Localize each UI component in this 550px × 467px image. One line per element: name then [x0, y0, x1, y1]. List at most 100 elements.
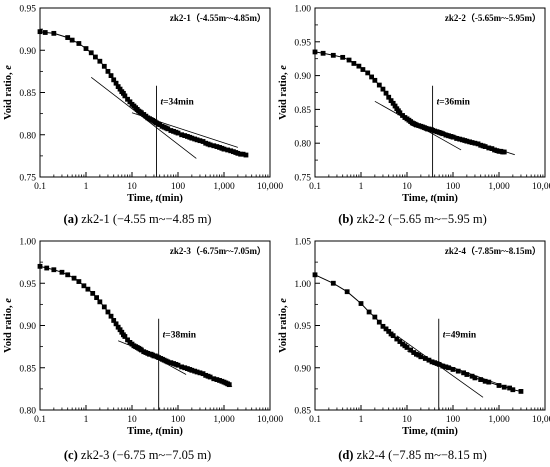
- data-point: [42, 30, 48, 35]
- data-point: [429, 359, 435, 365]
- data-point: [197, 138, 203, 144]
- data-point: [182, 133, 188, 138]
- x-tick-label: 10: [127, 415, 137, 425]
- x-axis-label: Time, t(min): [127, 426, 183, 437]
- x-tick-label: 10: [127, 182, 137, 192]
- caption-d-letter: (d): [338, 448, 354, 462]
- data-point: [92, 54, 98, 60]
- caption-a: (a) zk2-1 (−4.55 m~−4.85 m): [0, 212, 275, 227]
- data-point: [392, 103, 398, 109]
- data-point: [344, 289, 350, 295]
- y-axis-label: Void ratio, e: [278, 298, 289, 353]
- chart-d-svg: 0.1 1 10 100 1,000 10,000 0.85 0.90 0.95 1.00 1.05…: [278, 238, 550, 438]
- chart-panel-b: 0.1 1 10 100 1,000 10,000 0.75 0.80 0.85 0.90 0.95…: [275, 0, 550, 233]
- data-point: [108, 73, 114, 78]
- data-point: [510, 387, 516, 393]
- data-point: [175, 362, 181, 368]
- y-tick-label: 1.05: [294, 238, 311, 248]
- data-point: [446, 365, 451, 371]
- chart-panel-c: 0.1 1 10 100 1,000 10,000 0.80 0.85 0.90 0.95 1.00…: [0, 233, 283, 466]
- data-point: [482, 144, 488, 149]
- data-point: [76, 41, 82, 46]
- data-point: [127, 99, 133, 105]
- data-point: [81, 283, 87, 289]
- x-tick-label: 10,000: [257, 182, 283, 192]
- data-point: [340, 54, 346, 60]
- data-point: [37, 29, 43, 35]
- x-tick-label: 10: [402, 415, 412, 425]
- plot-frame-b: [314, 7, 546, 178]
- data-point: [165, 126, 171, 132]
- data-point: [383, 326, 389, 332]
- chart-a-svg: 0.1 1 10 100 1,000 10,000 0.75 0.80 0.85 0.90 0.95…: [3, 5, 283, 205]
- chart-title: zk2-3（-6.75m~-7.05m）: [170, 246, 266, 256]
- data-point: [365, 70, 371, 76]
- y-tick-label: 0.85: [19, 364, 36, 374]
- data-point: [411, 350, 417, 355]
- y-tick-label: 0.85: [19, 89, 36, 99]
- data-point: [207, 142, 213, 148]
- x-tick-label: 100: [446, 415, 461, 425]
- caption-c-letter: (c): [63, 448, 78, 462]
- x-tick-label: 1,000: [213, 182, 235, 192]
- y-tick-label: 0.90: [294, 364, 311, 374]
- y-tick-label: 0.85: [294, 407, 311, 417]
- data-point: [469, 140, 475, 145]
- data-point: [108, 313, 114, 319]
- time-annotation: t=38min: [163, 330, 197, 340]
- data-point: [44, 265, 50, 271]
- chart-c-svg: 0.1 1 10 100 1,000 10,000 0.80 0.85 0.90 0.95 1.00…: [3, 238, 283, 438]
- data-point: [422, 356, 428, 361]
- data-point: [51, 267, 57, 273]
- y-tick-label: 0.75: [294, 174, 311, 184]
- chart-panel-a: 0.1 1 10 100 1,000 10,000 0.75 0.80 0.85 0.90 0.95…: [0, 0, 283, 233]
- data-point: [122, 334, 128, 339]
- caption-a-letter: (a): [63, 212, 79, 226]
- x-tick-label: 1: [84, 182, 89, 192]
- data-point: [214, 144, 220, 149]
- data-point: [194, 369, 200, 375]
- data-point: [115, 324, 121, 330]
- data-point: [486, 379, 492, 385]
- data-point: [408, 347, 414, 353]
- chart-panel-d: 0.1 1 10 100 1,000 10,000 0.85 0.90 0.95 1.00 1.05…: [275, 233, 550, 466]
- y-tick-label: 0.80: [19, 407, 36, 417]
- data-point: [360, 67, 366, 72]
- data-point: [168, 128, 174, 133]
- data-point: [94, 295, 100, 301]
- y-tick-label: 0.95: [294, 322, 311, 332]
- data-point: [65, 272, 71, 278]
- data-point: [386, 329, 392, 334]
- data-point: [320, 50, 326, 56]
- data-point: [97, 299, 103, 305]
- data-point: [238, 151, 244, 157]
- data-point: [346, 57, 352, 63]
- data-point: [501, 384, 507, 390]
- caption-a-text: zk2-1 (−4.55 m~−4.85 m): [78, 212, 212, 226]
- data-point: [386, 94, 392, 100]
- data-point: [475, 141, 481, 147]
- y-tick-label: 0.90: [294, 72, 311, 82]
- data-point: [207, 374, 213, 380]
- time-annotation: t=36min: [437, 97, 471, 107]
- data-point: [518, 389, 524, 394]
- data-point: [228, 148, 234, 154]
- data-point: [120, 90, 126, 96]
- x-tick-label: 10,000: [532, 182, 550, 192]
- data-point: [189, 367, 195, 373]
- series-line: [39, 265, 230, 386]
- x-tick-label: 1: [359, 182, 364, 192]
- data-point: [388, 98, 394, 104]
- data-point: [235, 150, 241, 156]
- data-point: [65, 35, 71, 40]
- data-point: [105, 68, 111, 74]
- data-point: [472, 140, 478, 146]
- data-point: [394, 336, 400, 342]
- x-tick-label: 1: [359, 415, 364, 425]
- y-tick-label: 1.00: [294, 5, 311, 15]
- caption-c-text: zk2-3 (−6.75 m~−7.05 m): [77, 448, 212, 462]
- data-point: [380, 86, 386, 92]
- x-tick-label: 0.1: [309, 415, 321, 425]
- x-tick-label: 100: [171, 415, 186, 425]
- series-line: [39, 31, 247, 156]
